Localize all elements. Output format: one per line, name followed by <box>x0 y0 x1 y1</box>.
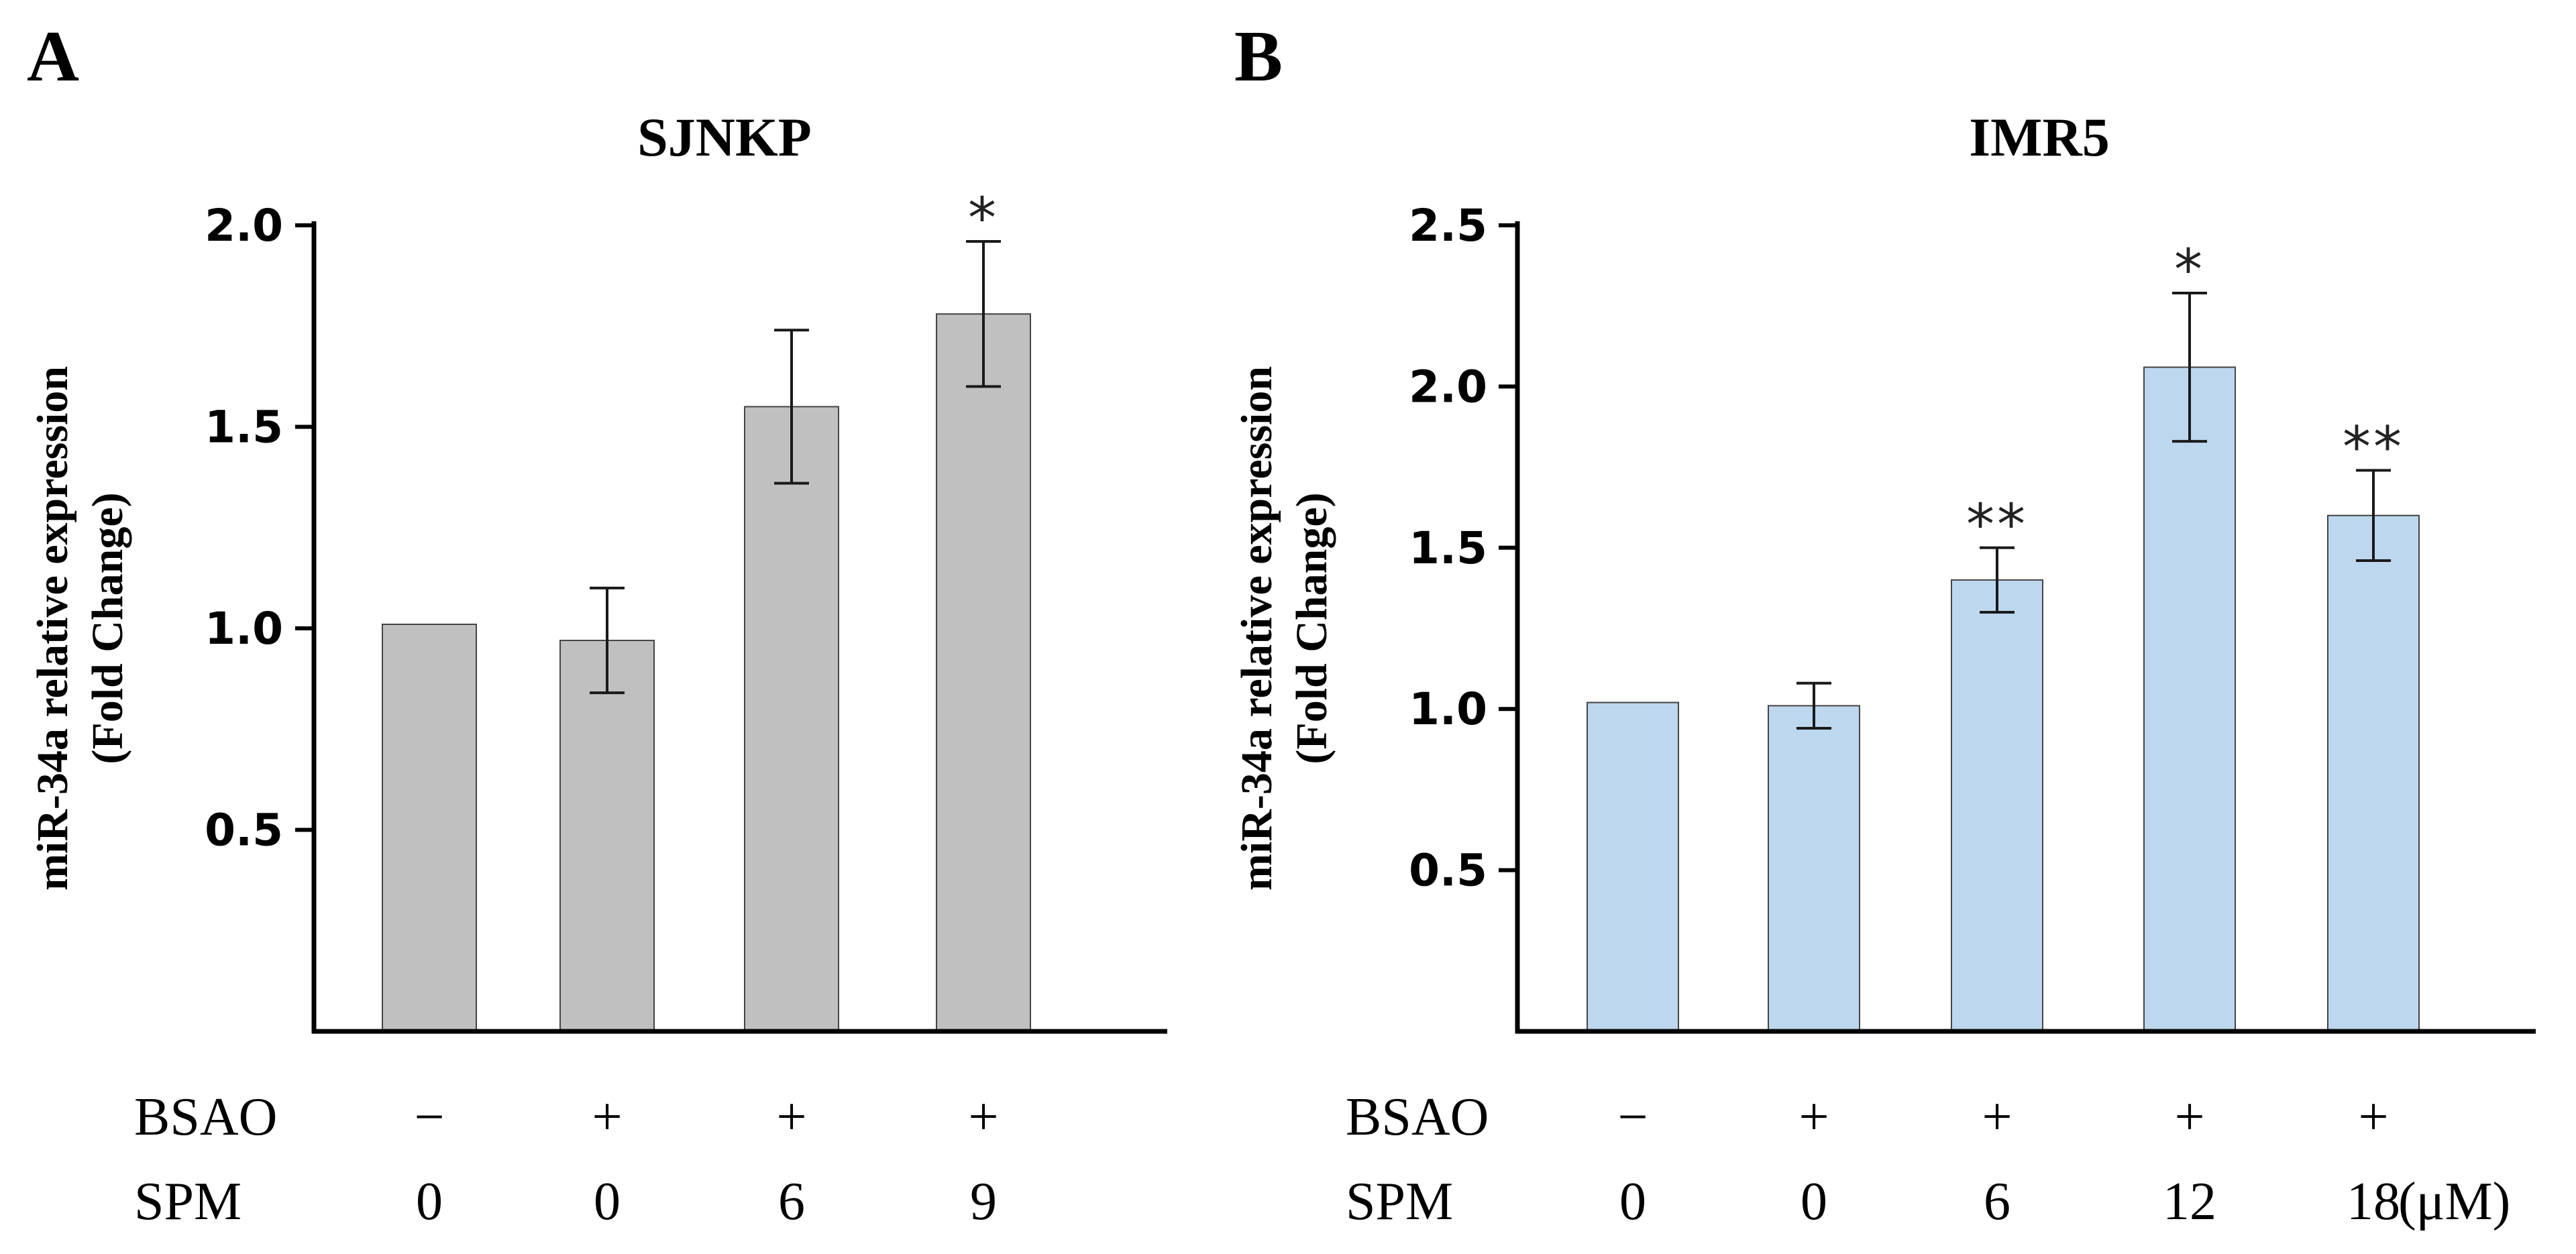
condition-value: 6 <box>778 1172 805 1231</box>
y-tick-label: 1.5 <box>1409 522 1487 574</box>
condition-value: + <box>1799 1088 1829 1147</box>
chart-panel-a: A SJNKP miR-34a relative expression (Fold C… <box>27 17 1167 1231</box>
chart-title: SJNKP <box>637 107 812 168</box>
bar <box>1951 579 2043 1032</box>
error-bar <box>1980 546 2015 614</box>
condition-value: 12 <box>2163 1172 2216 1231</box>
y-tick-label: 0.5 <box>1409 845 1487 897</box>
y-axis-label-unit: (Fold Change) <box>1287 492 1336 764</box>
error-bar <box>590 586 625 695</box>
error-bar <box>1796 681 1831 730</box>
condition-value: + <box>2358 1088 2388 1147</box>
chart-panel-b: B IMR5 miR-34a relative expression (Fold Ch… <box>1232 17 2536 1231</box>
condition-value: 0 <box>1619 1172 1646 1231</box>
y-tick-label: 2.0 <box>1409 361 1487 412</box>
condition-label-spm: SPM <box>1346 1172 1453 1231</box>
condition-value: − <box>414 1088 444 1147</box>
bar <box>744 406 839 1032</box>
condition-value: 6 <box>1984 1172 2010 1231</box>
bar <box>2143 366 2236 1032</box>
error-bar <box>774 329 809 485</box>
condition-value: − <box>1617 1088 1648 1147</box>
y-axis-label: miR-34a relative expression <box>1232 366 1281 891</box>
y-tick-label: 2.5 <box>1409 200 1487 251</box>
error-bar <box>2172 291 2207 443</box>
bar <box>2327 514 2420 1032</box>
bar <box>1768 705 1860 1032</box>
panel-letter: A <box>27 17 79 97</box>
y-tick-label: 1.0 <box>1409 683 1487 735</box>
panel-letter: B <box>1234 17 1283 97</box>
chart-title: IMR5 <box>1969 107 2110 168</box>
y-tick-label: 0.5 <box>205 805 283 856</box>
error-bar <box>2356 469 2391 563</box>
y-tick-label: 2.0 <box>205 200 283 251</box>
significance-marker: ** <box>1966 492 2028 557</box>
condition-value: 0 <box>594 1172 621 1231</box>
condition-value: + <box>592 1088 622 1147</box>
bar <box>936 313 1031 1033</box>
condition-label-spm: SPM <box>134 1172 241 1231</box>
significance-marker: * <box>2174 237 2205 302</box>
bar <box>1587 701 1679 1032</box>
bar <box>559 640 655 1032</box>
condition-unit: (μM) <box>2398 1172 2510 1231</box>
condition-label-bsao: BSAO <box>1346 1088 1489 1147</box>
significance-marker: * <box>968 185 999 251</box>
condition-value: 0 <box>416 1172 443 1231</box>
error-bar <box>966 240 1001 388</box>
y-tick-label: 1.0 <box>205 603 283 654</box>
y-tick-label: 1.5 <box>205 402 283 453</box>
condition-value: 9 <box>970 1172 997 1231</box>
condition-value: + <box>1982 1088 2012 1147</box>
y-axis-label: miR-34a relative expression <box>28 366 77 891</box>
significance-marker: ** <box>2343 414 2404 479</box>
condition-value: + <box>776 1088 806 1147</box>
y-axis-label-unit: (Fold Change) <box>83 492 132 764</box>
condition-label-bsao: BSAO <box>134 1088 277 1147</box>
condition-value: + <box>968 1088 998 1147</box>
condition-value: 0 <box>1801 1172 1827 1231</box>
condition-value: 18 <box>2347 1172 2400 1231</box>
bar <box>382 623 477 1032</box>
condition-value: + <box>2174 1088 2204 1147</box>
